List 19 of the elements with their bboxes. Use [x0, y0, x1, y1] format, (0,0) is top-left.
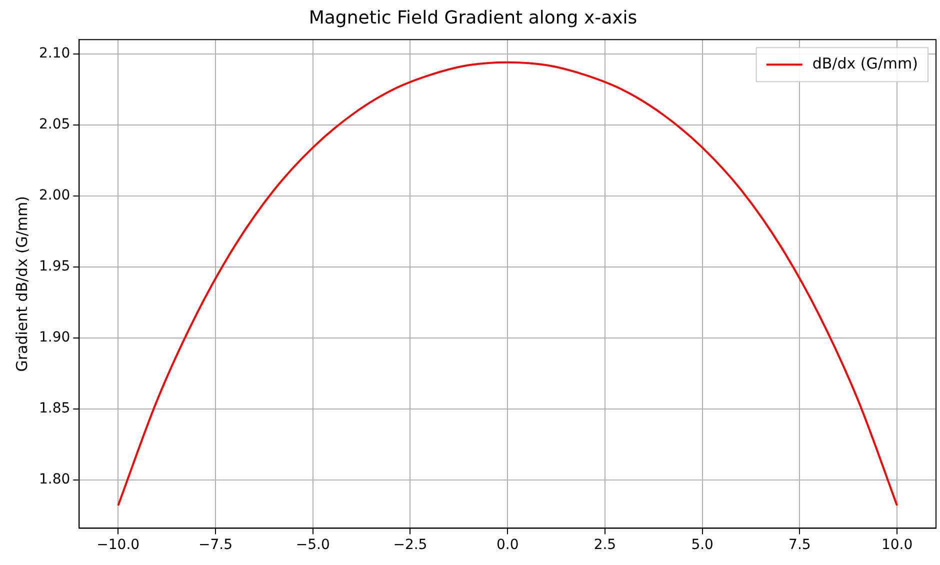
- y-tick-label: 2.05: [39, 116, 70, 132]
- y-tick-label: 2.10: [39, 45, 70, 62]
- chart-title: Magnetic Field Gradient along x-axis: [308, 7, 638, 28]
- legend-label: dB/dx (G/mm): [812, 54, 918, 72]
- y-tick-label: 1.80: [39, 472, 70, 488]
- x-tick-label: 10.0: [881, 537, 913, 554]
- y-tick-label: 1.85: [39, 400, 70, 417]
- x-tick-label: −10.0: [96, 537, 140, 554]
- x-tick-label: 2.5: [594, 537, 616, 554]
- y-tick-label: 2.00: [39, 187, 70, 204]
- x-tick-label: −2.5: [393, 537, 428, 554]
- x-tick-label: 7.5: [788, 537, 811, 554]
- y-axis-title: Gradient dB/dx (G/mm): [12, 196, 31, 372]
- x-tick-label: 5.0: [691, 537, 714, 554]
- x-tick-label: −5.0: [296, 537, 330, 554]
- y-tick-label: 1.90: [39, 330, 70, 346]
- y-tick-label: 1.95: [39, 258, 70, 274]
- x-tick-label: −7.5: [198, 537, 232, 554]
- x-tick-label: 0.0: [496, 537, 519, 554]
